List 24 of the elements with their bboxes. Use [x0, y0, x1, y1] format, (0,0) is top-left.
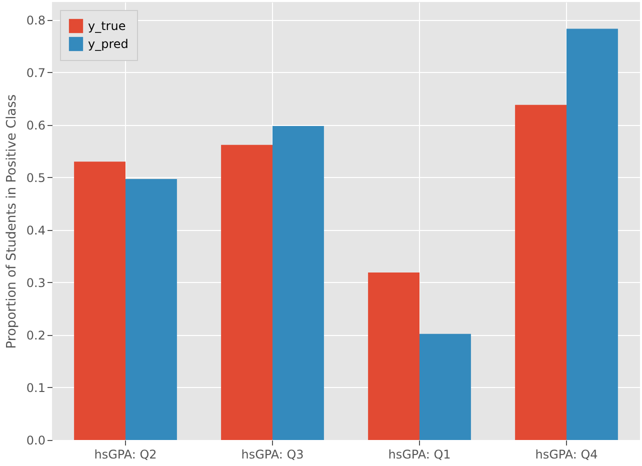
x-tick-label: hsGPA: Q4: [535, 448, 598, 462]
legend-label: y_true: [88, 19, 126, 33]
y-tick-label: 0.1: [26, 380, 46, 395]
y-tick-label: 0.2: [26, 328, 46, 342]
x-tick-label: hsGPA: Q3: [241, 448, 304, 462]
x-tick-label: hsGPA: Q1: [388, 448, 451, 462]
bar: [74, 162, 126, 440]
bar: [221, 144, 272, 440]
y-tick-label: 0.4: [26, 223, 46, 238]
bar: [420, 334, 471, 440]
y-tick-label: 0.0: [26, 434, 46, 448]
bar: [368, 272, 420, 440]
y-tick-label: 0.8: [26, 13, 46, 28]
bar: [566, 28, 618, 440]
bar: [515, 104, 566, 440]
y-axis-title: Proportion of Students in Positive Class: [4, 94, 20, 349]
y-tick-label: 0.6: [26, 118, 46, 132]
y-tick-label: 0.5: [26, 170, 46, 185]
legend-label: y_pred: [88, 37, 128, 51]
x-tick-label: hsGPA: Q2: [94, 448, 157, 462]
bar: [126, 178, 177, 440]
y-tick-label: 0.7: [26, 66, 46, 80]
y-tick-label: 0.3: [26, 276, 46, 290]
bar: [272, 126, 324, 440]
